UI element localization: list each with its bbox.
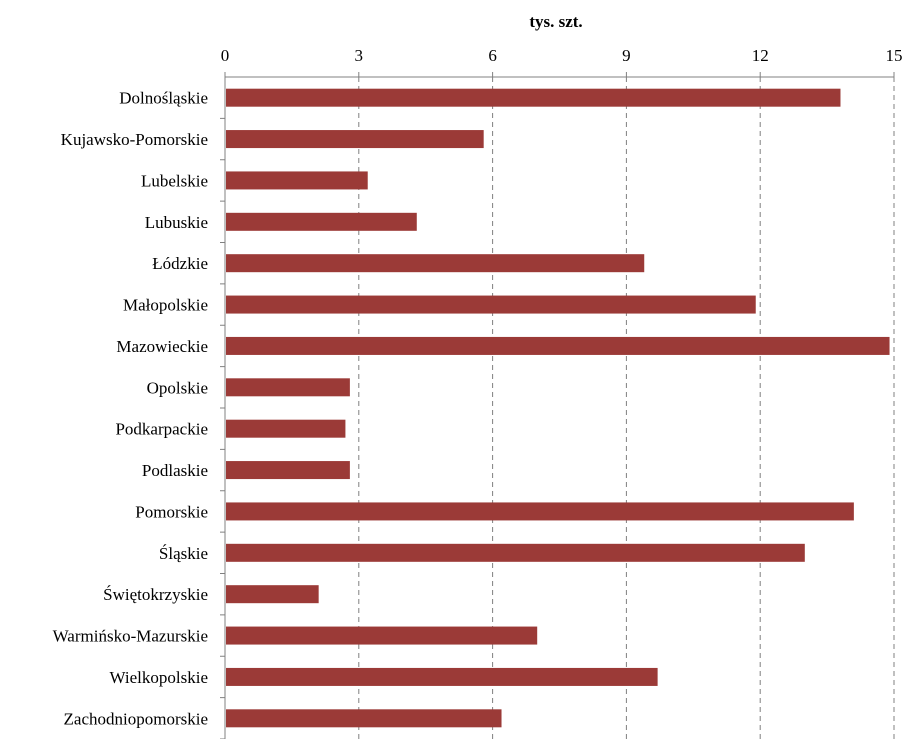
axes — [220, 72, 895, 739]
bar — [226, 254, 645, 273]
x-tick-label: 0 — [221, 46, 230, 65]
bar — [226, 419, 346, 438]
category-label: Podlaskie — [142, 461, 208, 480]
category-label: Lubuskie — [145, 213, 208, 232]
x-tick-label: 9 — [622, 46, 631, 65]
bar — [226, 295, 756, 314]
bar — [226, 709, 502, 728]
category-label: Świętokrzyskie — [103, 585, 208, 604]
bar — [226, 543, 805, 562]
category-label: Dolnośląskie — [119, 89, 208, 108]
bar — [226, 212, 417, 231]
category-label: Kujawsko-Pomorskie — [61, 130, 208, 149]
bar — [226, 378, 350, 397]
category-label: Zachodniopomorskie — [64, 709, 208, 728]
x-tick-label: 3 — [355, 46, 364, 65]
category-label: Śląskie — [159, 544, 208, 563]
category-label: Małopolskie — [123, 296, 208, 315]
bar — [226, 171, 368, 190]
category-label: Wielkopolskie — [110, 668, 208, 687]
x-tick-labels: 0 3 6 9 12 15 — [221, 46, 903, 65]
x-tick-label: 15 — [886, 46, 903, 65]
x-tick-label: 6 — [488, 46, 497, 65]
category-label: Podkarpackie — [115, 420, 208, 439]
category-label: Opolskie — [147, 378, 208, 397]
category-label: Warmińsko-Mazurskie — [53, 627, 208, 646]
bars — [226, 88, 890, 728]
bar — [226, 667, 658, 686]
bar — [226, 88, 841, 107]
bar — [226, 502, 854, 521]
bar — [226, 585, 319, 604]
bar — [226, 130, 484, 149]
x-tick-label: 12 — [752, 46, 769, 65]
category-label: Mazowieckie — [116, 337, 208, 356]
bar — [226, 336, 890, 355]
axis-title: tys. szt. — [529, 12, 582, 31]
category-labels: Dolnośląskie Kujawsko-Pomorskie Lubelskie L… — [53, 89, 208, 729]
category-label: Lubelskie — [141, 171, 208, 190]
bar — [226, 626, 538, 645]
category-label: Łódzkie — [152, 254, 208, 273]
bar — [226, 461, 350, 480]
category-label: Pomorskie — [135, 502, 208, 521]
